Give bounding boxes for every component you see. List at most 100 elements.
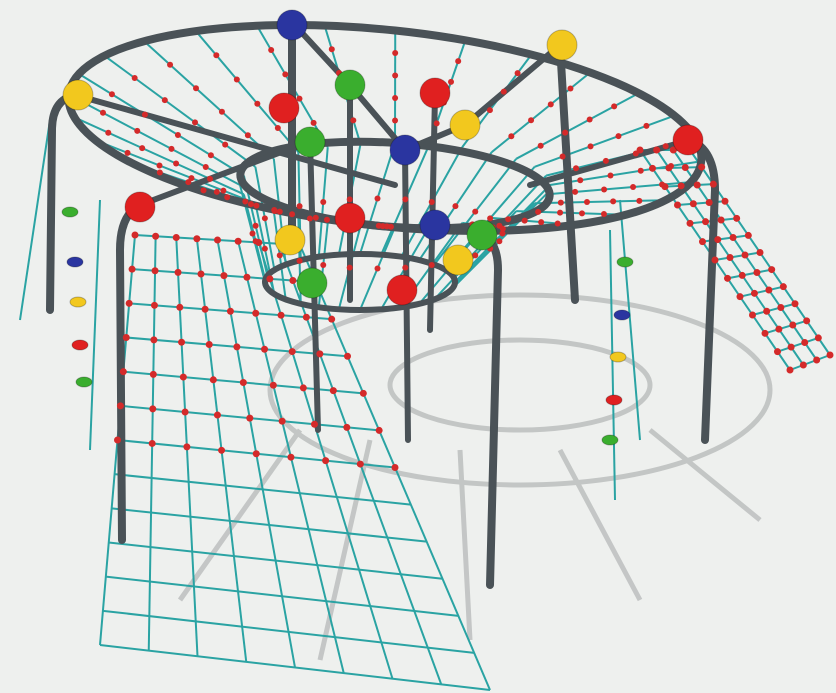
knot <box>452 203 459 210</box>
knot <box>826 351 834 359</box>
knot <box>662 143 669 150</box>
knot <box>316 350 324 358</box>
connector <box>546 29 578 61</box>
knot <box>711 256 719 264</box>
knot <box>726 254 734 261</box>
knot <box>108 91 115 98</box>
ground-shadow <box>177 292 773 661</box>
knot <box>583 199 590 206</box>
knot <box>537 142 544 149</box>
knot <box>343 423 351 431</box>
rope <box>534 199 666 205</box>
knot <box>721 197 729 205</box>
knot <box>699 238 706 246</box>
knot <box>472 252 479 259</box>
knot <box>151 267 159 275</box>
knot <box>630 183 637 190</box>
connector <box>442 244 474 276</box>
rope <box>609 229 616 501</box>
rope <box>19 119 51 321</box>
knot <box>787 343 795 351</box>
knot <box>632 150 639 157</box>
knot <box>496 238 503 245</box>
knot <box>299 384 307 392</box>
knot <box>514 70 521 77</box>
knot <box>152 232 160 240</box>
knot <box>765 286 773 294</box>
knot <box>714 236 722 244</box>
knot <box>557 209 564 216</box>
knot <box>693 181 701 189</box>
knot <box>125 299 133 307</box>
knot <box>234 237 242 245</box>
knot <box>124 149 131 156</box>
knot <box>168 145 175 152</box>
knot <box>799 361 807 369</box>
knot <box>528 117 535 124</box>
knot <box>150 301 158 309</box>
knot <box>689 200 697 208</box>
knot <box>674 201 681 209</box>
knot <box>323 216 330 223</box>
knot <box>602 157 609 164</box>
knot <box>500 88 507 95</box>
connector <box>389 134 421 166</box>
knot <box>610 198 617 205</box>
knot <box>659 181 666 188</box>
knot <box>505 216 512 223</box>
knot <box>183 443 191 451</box>
knot <box>486 107 493 114</box>
knot <box>302 313 310 321</box>
knot <box>547 101 554 108</box>
knot <box>214 236 221 244</box>
knot <box>296 203 303 210</box>
knot <box>220 187 227 194</box>
connector <box>274 224 306 256</box>
knot <box>643 122 650 129</box>
knot <box>268 47 275 54</box>
shadow-ring <box>387 337 653 433</box>
knot <box>246 414 254 422</box>
connector <box>66 256 84 268</box>
knot <box>392 117 399 124</box>
rope <box>111 507 427 543</box>
connector <box>334 69 366 101</box>
knot <box>741 251 749 259</box>
knot <box>402 264 409 271</box>
knot <box>261 245 268 252</box>
knot <box>252 450 260 458</box>
knot <box>433 120 440 127</box>
knot <box>600 211 607 218</box>
knot <box>677 182 685 190</box>
knot <box>253 202 260 209</box>
knot <box>320 262 327 269</box>
knot <box>139 145 146 152</box>
knot <box>350 117 357 124</box>
knot <box>649 164 656 172</box>
knot <box>247 201 254 208</box>
knot <box>252 309 260 317</box>
knot <box>141 111 148 118</box>
knot <box>615 133 622 140</box>
knot <box>637 167 644 174</box>
knot <box>278 417 286 425</box>
knot <box>738 271 746 279</box>
knot <box>172 234 180 241</box>
rope <box>78 73 245 177</box>
knot <box>496 222 503 229</box>
knot <box>150 336 158 344</box>
connector <box>609 351 627 363</box>
connectors <box>61 9 704 446</box>
knot <box>193 235 201 243</box>
knot <box>249 230 256 237</box>
knot <box>587 143 594 150</box>
connector <box>62 79 94 111</box>
knot <box>296 95 303 102</box>
connector <box>672 124 704 156</box>
knot <box>289 211 296 218</box>
knot <box>729 234 737 241</box>
rope <box>108 541 443 580</box>
knot <box>242 198 249 205</box>
knot <box>261 345 269 353</box>
knot <box>813 356 821 364</box>
